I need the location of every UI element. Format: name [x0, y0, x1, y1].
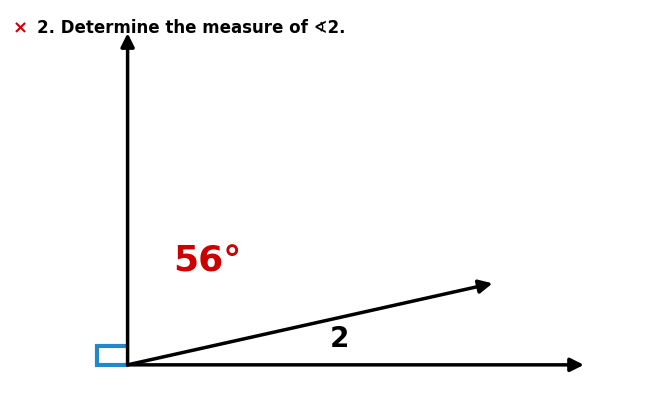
- Text: ×: ×: [13, 19, 28, 37]
- Text: 56°: 56°: [173, 244, 241, 278]
- Text: 2: 2: [330, 326, 349, 354]
- Text: 2. Determine the measure of ∢2.: 2. Determine the measure of ∢2.: [37, 19, 346, 37]
